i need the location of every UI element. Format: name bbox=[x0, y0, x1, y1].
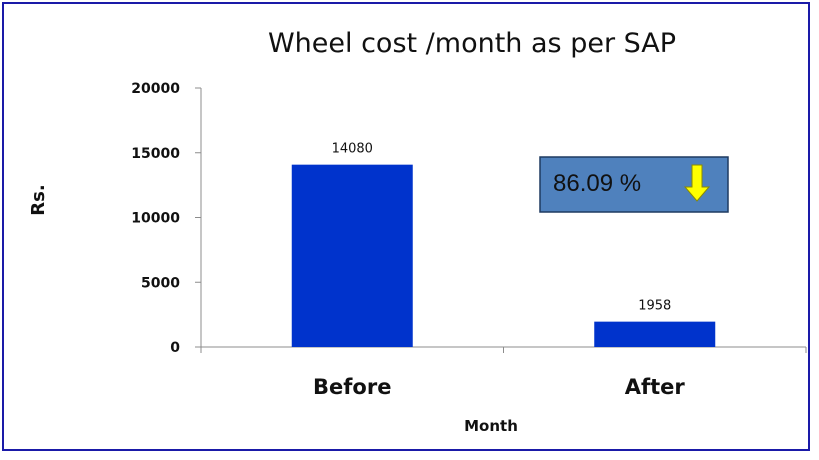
y-tick-label: 10000 bbox=[131, 211, 180, 227]
bar-data-label: 1958 bbox=[638, 299, 671, 314]
y-tick-label: 0 bbox=[170, 340, 180, 356]
y-tick-label: 20000 bbox=[131, 81, 180, 97]
percent-change-callout: 86.09 % bbox=[539, 156, 729, 213]
bar-data-label: 14080 bbox=[332, 142, 373, 157]
y-axis: 0 5000 10000 15000 20000 bbox=[131, 81, 202, 356]
y-axis-label: Rs. bbox=[28, 184, 49, 215]
y-tick-label: 5000 bbox=[141, 275, 180, 291]
x-axis-label: Month bbox=[464, 417, 518, 435]
callout-percent-text: 86.09 % bbox=[553, 170, 641, 197]
category-label: After bbox=[625, 375, 686, 399]
bar-series: 14080 Before 1958 After bbox=[291, 142, 716, 399]
chart-title: Wheel cost /month as per SAP bbox=[268, 28, 676, 59]
bar bbox=[594, 321, 716, 347]
category-label: Before bbox=[313, 375, 391, 399]
x-axis bbox=[200, 346, 807, 353]
bar bbox=[291, 164, 413, 347]
y-tick-label: 15000 bbox=[131, 146, 180, 162]
down-arrow-icon bbox=[683, 164, 711, 202]
